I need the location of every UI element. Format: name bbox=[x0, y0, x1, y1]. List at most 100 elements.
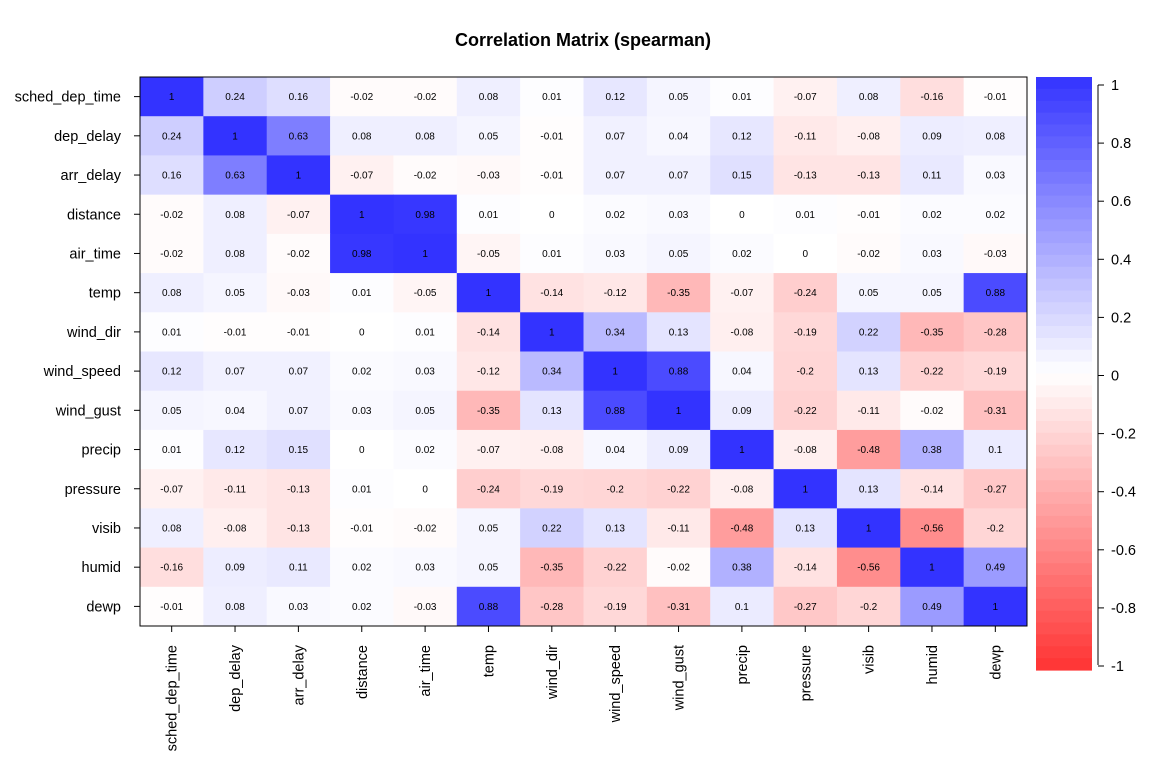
cell-value-label: 0.34 bbox=[542, 367, 562, 378]
cell-value-label: -0.14 bbox=[921, 484, 944, 495]
heatmap-cell-wind_speed-visib bbox=[836, 351, 901, 392]
row-label-visib: visib bbox=[92, 521, 121, 537]
heatmap-cell-arr_delay-air_time bbox=[393, 155, 458, 196]
heatmap-cell-wind_speed-wind_gust bbox=[646, 351, 711, 392]
cell-value-label: 0.09 bbox=[669, 445, 689, 456]
cell-value-label: 0.12 bbox=[162, 367, 182, 378]
heatmap-cell-humid-temp bbox=[456, 547, 521, 588]
cell-value-label: 0.01 bbox=[732, 92, 752, 103]
heatmap-cell-precip-wind_gust bbox=[646, 429, 711, 470]
heatmap-cell-wind_gust-wind_speed bbox=[583, 390, 648, 431]
heatmap-cell-temp-distance bbox=[330, 273, 394, 313]
legend-swatch bbox=[1036, 539, 1092, 552]
cell-value-label: -0.07 bbox=[730, 288, 753, 299]
cell-value-label: -0.01 bbox=[287, 327, 310, 338]
legend-swatch bbox=[1036, 100, 1092, 114]
legend-swatch bbox=[1036, 136, 1092, 149]
heatmap-cell-dep_delay-temp bbox=[456, 116, 521, 156]
legend-tick-label: -1 bbox=[1111, 659, 1124, 675]
heatmap-cell-arr_delay-temp bbox=[456, 155, 521, 196]
cell-value-label: -0.01 bbox=[350, 523, 373, 534]
cell-value-label: -0.02 bbox=[414, 171, 437, 182]
cell-value-label: -0.02 bbox=[287, 249, 310, 260]
heatmap-cell-wind_speed-pressure bbox=[773, 351, 838, 392]
cell-value-label: 0.04 bbox=[732, 367, 752, 378]
legend-swatch bbox=[1036, 420, 1092, 434]
cell-value-label: 0.15 bbox=[289, 445, 309, 456]
heatmap-cell-dep_delay-visib bbox=[836, 116, 901, 156]
heatmap-cell-temp-air_time bbox=[393, 273, 458, 313]
heatmap-cell-pressure-distance bbox=[330, 469, 394, 509]
cell-value-label: -0.08 bbox=[540, 445, 563, 456]
legend-swatch bbox=[1036, 171, 1092, 185]
cell-value-label: -0.22 bbox=[794, 406, 817, 417]
cell-value-label: -0.02 bbox=[414, 92, 437, 103]
heatmap-cell-air_time-visib bbox=[836, 233, 901, 274]
cell-value-label: 0.05 bbox=[479, 523, 499, 534]
row-label-sched_dep_time: sched_dep_time bbox=[15, 90, 121, 106]
heatmap-cell-air_time-humid bbox=[900, 233, 965, 274]
legend-tick-label: 0.8 bbox=[1111, 136, 1131, 152]
heatmap-cell-arr_delay-pressure bbox=[773, 155, 838, 196]
cell-value-label: -0.08 bbox=[794, 445, 817, 456]
legend-swatch bbox=[1036, 254, 1092, 268]
legend-swatch bbox=[1036, 634, 1092, 647]
heatmap-cell-wind_dir-precip bbox=[710, 312, 775, 352]
cell-value-label: -0.02 bbox=[857, 249, 880, 260]
cell-value-label: -0.31 bbox=[667, 602, 690, 613]
cell-value-label: 0.09 bbox=[732, 406, 752, 417]
heatmap-cell-distance-dewp bbox=[963, 194, 1028, 235]
cell-value-label: 0.88 bbox=[479, 602, 499, 613]
heatmap-cell-arr_delay-visib bbox=[836, 155, 901, 196]
cell-value-label: 0.07 bbox=[669, 171, 689, 182]
legend-swatch bbox=[1036, 646, 1092, 659]
heatmap-cell-air_time-wind_gust bbox=[646, 233, 711, 274]
heatmap-cell-precip-distance bbox=[330, 429, 394, 470]
cell-value-label: 0.05 bbox=[225, 288, 245, 299]
cell-value-label: -0.02 bbox=[921, 406, 944, 417]
cell-value-label: -0.11 bbox=[668, 523, 690, 534]
legend-swatch bbox=[1036, 349, 1092, 363]
legend-swatch bbox=[1036, 598, 1092, 612]
heatmap-cell-wind_gust-wind_gust bbox=[646, 390, 711, 431]
cell-value-label: 0.34 bbox=[605, 327, 625, 338]
row-label-humid: humid bbox=[82, 560, 122, 576]
heatmap-cell-wind_speed-distance bbox=[330, 351, 394, 392]
heatmap-cell-wind_gust-air_time bbox=[393, 390, 458, 431]
heatmap-cell-distance-precip bbox=[710, 194, 775, 235]
heatmap-cell-wind_speed-wind_dir bbox=[520, 351, 584, 392]
column-label-wind_speed: wind_speed bbox=[608, 645, 624, 723]
legend-swatch bbox=[1036, 503, 1092, 517]
heatmap-cell-dewp-wind_speed bbox=[583, 586, 648, 627]
heatmap-cell-dep_delay-pressure bbox=[773, 116, 838, 156]
cell-value-label: 0.05 bbox=[479, 131, 499, 142]
heatmap-cell-wind_speed-precip bbox=[710, 351, 775, 392]
cell-value-label: -0.02 bbox=[350, 92, 373, 103]
heatmap-cell-distance-wind_speed bbox=[583, 194, 648, 235]
cell-value-label: -0.01 bbox=[160, 602, 183, 613]
cell-value-label: -0.19 bbox=[604, 602, 627, 613]
heatmap-cell-dep_delay-sched_dep_time bbox=[140, 116, 204, 156]
heatmap-cell-precip-wind_speed bbox=[583, 429, 648, 470]
cell-value-label: 0.88 bbox=[669, 367, 689, 378]
heatmap-cell-dep_delay-wind_dir bbox=[520, 116, 584, 156]
cell-value-label: 1 bbox=[359, 210, 365, 221]
legend-swatch bbox=[1036, 527, 1092, 541]
column-labels: sched_dep_time dep_delay arr_delay distance… bbox=[165, 626, 1004, 751]
legend-swatch bbox=[1036, 468, 1092, 481]
cell-value-label: 1 bbox=[929, 563, 935, 574]
heatmap-cell-precip-arr_delay bbox=[266, 429, 331, 470]
legend-swatch bbox=[1036, 456, 1092, 469]
cell-value-label: -0.2 bbox=[860, 602, 878, 613]
cell-value-label: 1 bbox=[866, 523, 872, 534]
heatmap-cell-temp-visib bbox=[836, 273, 901, 313]
heatmap-cell-humid-distance bbox=[330, 547, 394, 588]
cell-value-label: -0.11 bbox=[858, 406, 880, 417]
heatmap-cell-wind_dir-wind_dir bbox=[520, 312, 584, 352]
cell-value-label: 0.03 bbox=[986, 171, 1006, 182]
column-label-humid: humid bbox=[925, 645, 941, 685]
cell-value-label: 0.03 bbox=[289, 602, 309, 613]
cell-value-label: 0.03 bbox=[605, 249, 625, 260]
heatmap-cell-wind_speed-humid bbox=[900, 351, 965, 392]
cell-value-label: -0.28 bbox=[540, 602, 563, 613]
